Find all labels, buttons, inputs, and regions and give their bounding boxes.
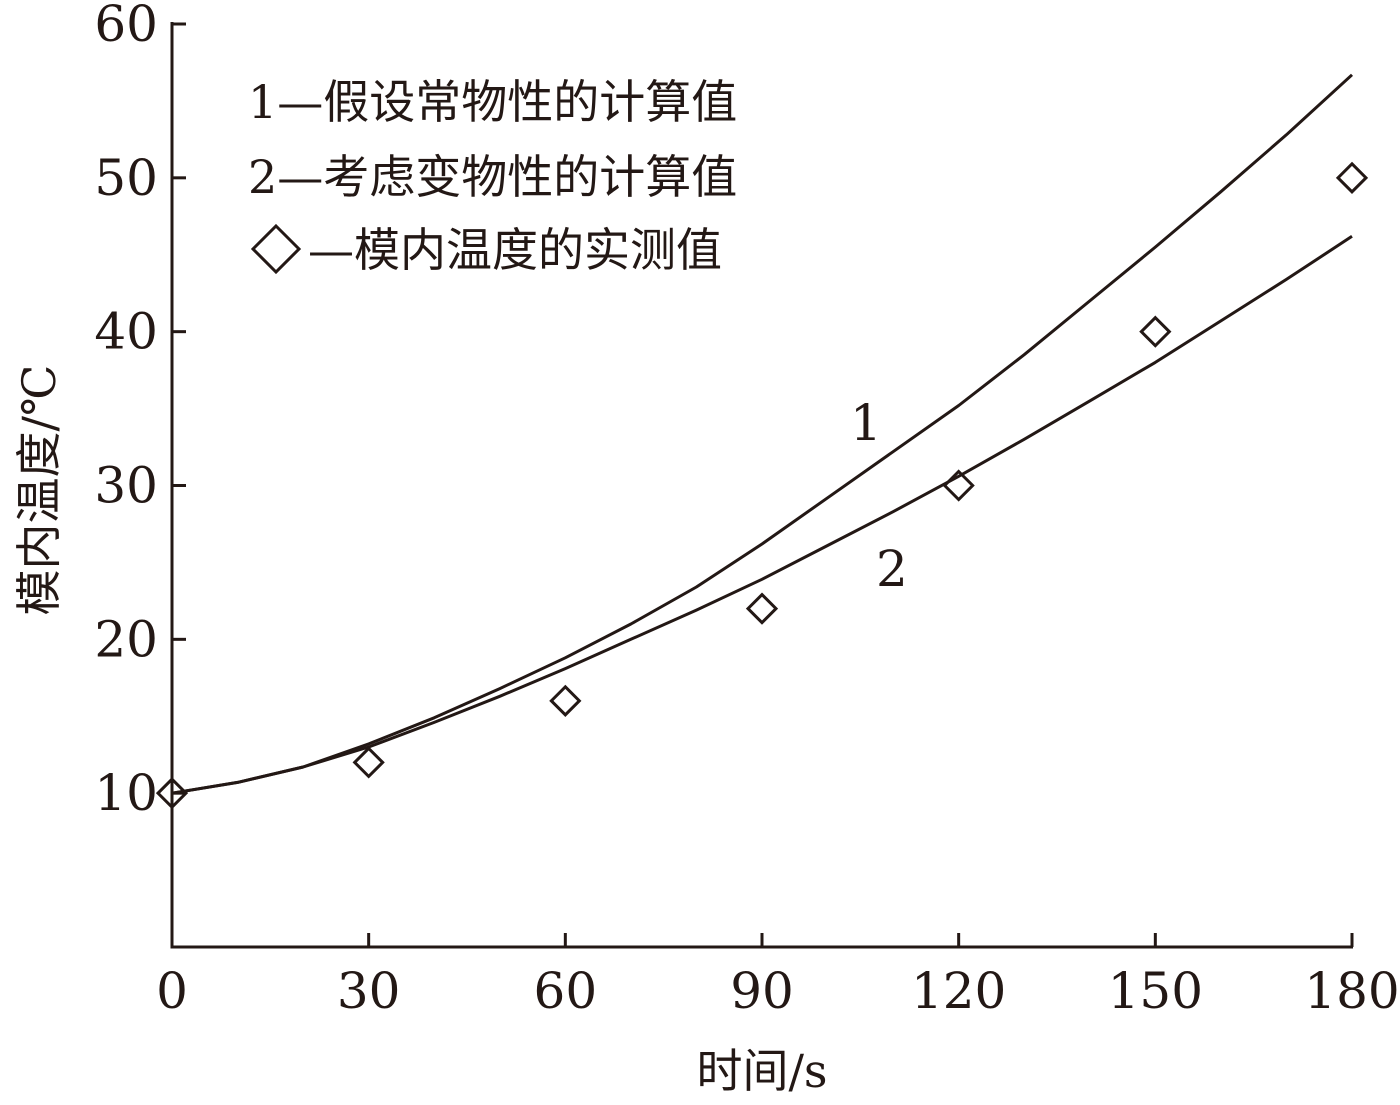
legend: 1—假设常物性的计算值 2—考虑变物性的计算值 —模内温度的实测值: [248, 75, 737, 277]
y-tick-label: 40: [94, 303, 158, 361]
x-axis-title: 时间/s: [696, 1044, 827, 1098]
curve-label-2: 2: [876, 540, 908, 598]
x-tick-label: 180: [1304, 962, 1399, 1020]
legend-entry-2: 2—考虑变物性的计算值: [248, 150, 737, 204]
legend-entry-measured: —模内温度的实测值: [308, 223, 722, 277]
markers: [155, 161, 1369, 810]
legend-diamond-marker: [250, 223, 302, 275]
x-tick-label: 90: [730, 962, 794, 1020]
measured-point-marker: [745, 592, 779, 625]
legend-dash: —: [277, 75, 323, 129]
x-tick-label: 150: [1108, 962, 1203, 1020]
y-axis-title: 模内温度/℃: [12, 365, 66, 616]
series-line-2: [171, 235, 1353, 795]
x-tick-label: 30: [337, 962, 401, 1020]
measured-point-marker: [155, 777, 189, 810]
curve-label-1: 1: [850, 394, 882, 452]
x-tick-label: 60: [534, 962, 598, 1020]
y-tick-label: 60: [94, 0, 158, 53]
ticks: 0 30 60 90 120 150 180 10 20 30 40 50 60: [94, 0, 1399, 1020]
legend-text-2: 考虑变物性的计算值: [323, 150, 737, 204]
legend-entry-1: 1—假设常物性的计算值: [248, 75, 737, 129]
x-tick-label: 120: [911, 962, 1006, 1020]
x-tick-label: 0: [156, 962, 188, 1020]
measured-point-marker: [1139, 315, 1172, 348]
measured-point-marker: [1335, 161, 1369, 194]
measured-point-marker: [352, 746, 385, 779]
legend-dash: —: [277, 150, 323, 204]
series-line-1: [171, 73, 1354, 795]
measured-point-marker: [942, 469, 975, 502]
legend-dash: —: [308, 223, 354, 277]
measured-point-marker: [549, 684, 582, 717]
y-tick-label: 30: [94, 457, 158, 515]
legend-text-measured: 模内温度的实测值: [354, 223, 722, 277]
y-tick-label: 10: [94, 764, 158, 822]
legend-text-1: 假设常物性的计算值: [323, 75, 737, 129]
y-tick-label: 50: [94, 149, 158, 207]
y-tick-label: 20: [94, 610, 158, 668]
legend-key-1: 1: [248, 75, 277, 129]
legend-key-2: 2: [248, 150, 277, 204]
